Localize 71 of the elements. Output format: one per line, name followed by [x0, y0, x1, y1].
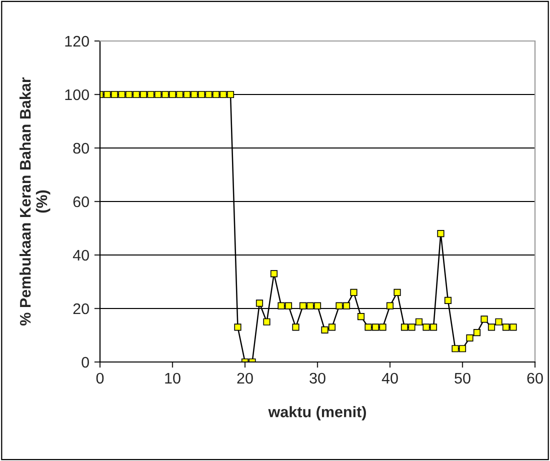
point: [198, 90, 206, 98]
y-tick-label: 120: [65, 36, 89, 47]
y-tick-label: 0: [82, 356, 89, 368]
point: [292, 324, 300, 331]
point: [147, 90, 154, 98]
point: [364, 324, 372, 331]
point: [205, 90, 212, 98]
point: [342, 302, 350, 310]
point: [270, 270, 278, 278]
point: [502, 324, 510, 331]
y-axis-title: % Pembukaan Keran Bahan Bakar (%): [20, 77, 50, 326]
point: [299, 302, 307, 310]
point: [306, 302, 314, 310]
point: [263, 318, 270, 326]
point: [234, 324, 242, 331]
point: [437, 230, 444, 238]
point: [140, 90, 148, 98]
x-tick-label: 0: [96, 372, 104, 384]
point: [284, 302, 292, 310]
point: [400, 324, 408, 331]
point: [372, 324, 380, 331]
point: [168, 90, 176, 98]
point: [350, 288, 358, 296]
point: [226, 90, 234, 98]
point: [314, 302, 322, 310]
point: [256, 300, 264, 307]
point: [278, 302, 285, 310]
point: [154, 90, 162, 98]
point: [183, 90, 191, 98]
point: [132, 90, 140, 98]
point: [386, 302, 394, 310]
y-tick-label: 100: [65, 89, 89, 100]
point: [444, 296, 452, 304]
point: [379, 324, 386, 331]
x-tick-label: 50: [454, 372, 470, 384]
point: [220, 90, 227, 98]
point: [480, 316, 488, 323]
point: [328, 324, 336, 331]
point: [430, 324, 438, 331]
point: [452, 345, 459, 352]
point: [408, 324, 416, 331]
x-tick-label: 20: [237, 372, 253, 384]
point: [394, 288, 401, 296]
point: [488, 324, 496, 331]
point: [510, 324, 517, 331]
y-tick-label: 20: [73, 303, 89, 314]
point: [466, 334, 474, 342]
x-axis-title: waktu (menit): [268, 406, 366, 420]
point: [118, 90, 126, 98]
x-tick-label: 40: [382, 372, 398, 384]
point: [125, 90, 133, 98]
x-tick-label: 30: [310, 372, 326, 384]
point: [110, 90, 118, 98]
point: [415, 318, 423, 326]
point: [162, 90, 169, 98]
x-tick-label: 60: [527, 372, 543, 384]
point: [357, 312, 365, 320]
point: [336, 302, 343, 310]
y-tick-label: 80: [73, 142, 89, 154]
point: [495, 318, 502, 326]
point: [176, 90, 184, 98]
point: [190, 90, 198, 98]
point: [212, 90, 220, 98]
point: [104, 90, 111, 98]
y-tick-label: 40: [72, 250, 89, 261]
point: [321, 326, 328, 334]
x-tick-label: 10: [165, 372, 180, 384]
point: [422, 324, 430, 331]
y-tick-label: 60: [73, 196, 89, 208]
point: [458, 345, 466, 352]
point: [473, 329, 481, 336]
